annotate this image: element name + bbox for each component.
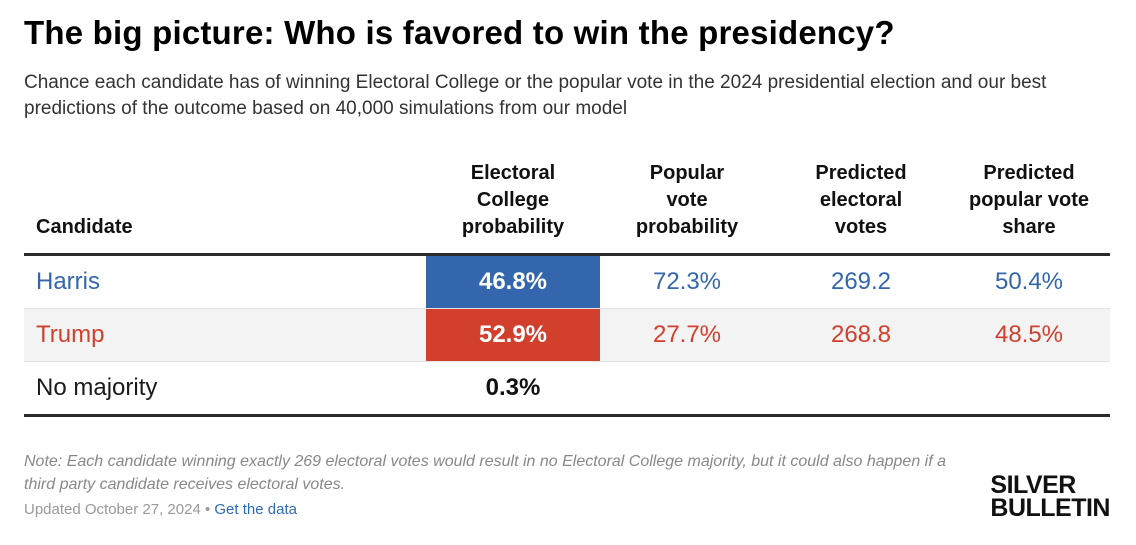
pop-prob-cell: 27.7%	[600, 308, 774, 362]
logo-line-2: BULLETIN	[990, 494, 1110, 522]
header-ev: Predicted electoral votes	[774, 160, 948, 256]
header-share-line1: Predicted	[983, 162, 1075, 184]
header-share: Predicted popular vote share	[948, 160, 1110, 256]
results-table: Candidate Electoral College probability …	[24, 160, 1110, 417]
separator-dot: •	[200, 501, 215, 518]
silver-bulletin-logo: SILVER BULLETIN	[990, 471, 1110, 522]
logo-line-1: SILVER	[990, 471, 1076, 499]
ev-cell: 268.8	[774, 308, 948, 362]
candidate-name: Harris	[24, 254, 426, 309]
header-candidate-text: Candidate	[36, 216, 133, 238]
ec-prob-cell: 0.3%	[426, 361, 600, 417]
header-share-line2: popular vote	[968, 189, 1089, 211]
table-row: Trump 52.9% 27.7% 268.8 48.5%	[24, 308, 1110, 362]
ev-cell: 269.2	[774, 254, 948, 309]
table-row: Harris 46.8% 72.3% 269.2 50.4%	[24, 254, 1110, 309]
header-candidate: Candidate	[24, 160, 426, 256]
header-ev-line3: votes	[834, 216, 888, 238]
header-ec-prob-line2: College	[476, 189, 550, 211]
get-data-link[interactable]: Get the data	[214, 501, 297, 518]
table-row: No majority 0.3%	[24, 361, 1110, 417]
header-ec-prob-line3: probability	[461, 216, 565, 238]
updated-date: Updated October 27, 2024	[24, 501, 201, 518]
header-ec-prob: Electoral College probability	[426, 160, 600, 256]
candidate-name: Trump	[24, 308, 426, 362]
header-pop-prob-line3: probability	[635, 216, 739, 238]
footnote: Note: Each candidate winning exactly 269…	[24, 453, 947, 493]
header-ev-line2: electoral	[819, 189, 903, 211]
header-pop-prob-line2: vote	[666, 189, 708, 211]
chart-subtitle: Chance each candidate has of winning Ele…	[24, 72, 1047, 119]
chart-title: The big picture: Who is favored to win t…	[24, 14, 895, 51]
header-pop-prob: Popular vote probability	[600, 160, 774, 256]
header-row: Candidate Electoral College probability …	[24, 160, 1110, 256]
share-cell: 50.4%	[948, 254, 1110, 309]
pop-prob-cell	[600, 361, 774, 417]
header-share-line3: share	[1002, 216, 1056, 238]
ev-cell	[774, 361, 948, 417]
header-ec-prob-line1: Electoral	[470, 162, 556, 184]
pop-prob-cell: 72.3%	[600, 254, 774, 309]
candidate-name: No majority	[24, 361, 426, 417]
header-ev-line1: Predicted	[815, 162, 907, 184]
ec-prob-cell: 46.8%	[426, 254, 600, 309]
share-cell	[948, 361, 1110, 417]
share-cell: 48.5%	[948, 308, 1110, 362]
header-pop-prob-line1: Popular	[649, 162, 725, 184]
ec-prob-cell: 52.9%	[426, 308, 600, 362]
update-line: Updated October 27, 2024 • Get the data	[24, 501, 297, 518]
